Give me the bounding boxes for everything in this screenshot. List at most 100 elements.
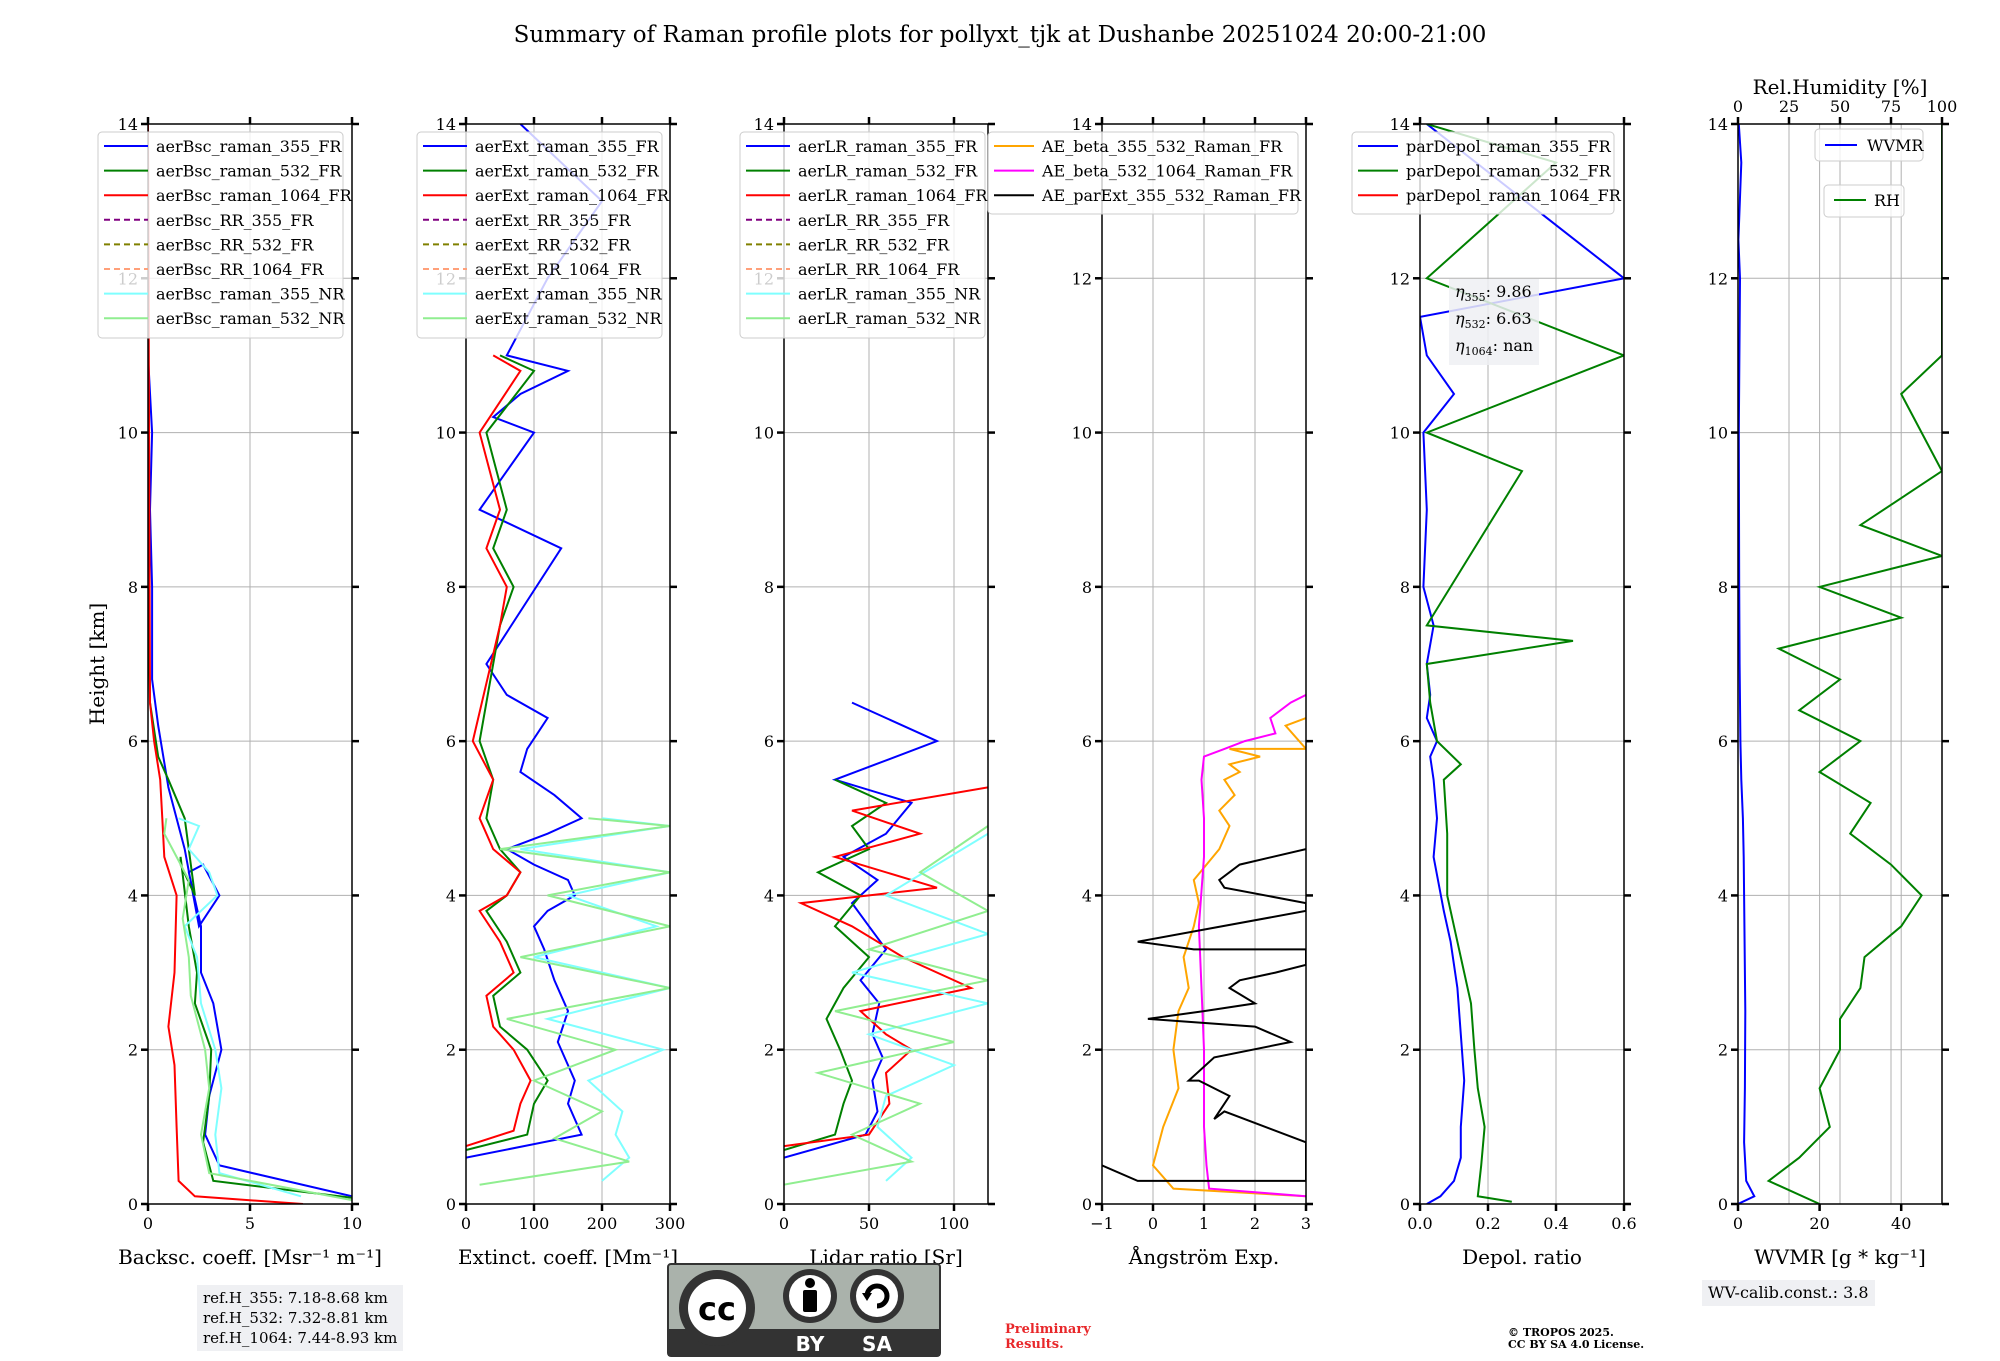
legend-label: aerExt_RR_1064_FR [475, 260, 642, 279]
x2-tick-label: 25 [1779, 97, 1799, 116]
y-tick-label: 10 [1708, 424, 1728, 443]
y-tick-label: 10 [118, 424, 138, 443]
series-line-aerLR_raman_1064_FR [784, 786, 988, 1148]
copyright-note: © TROPOS 2025. CC BY SA 4.0 License. [1508, 1326, 1645, 1351]
reference-heights-box: ref.H_355: 7.18-8.68 km ref.H_532: 7.32-… [197, 1285, 404, 1351]
legend-label: aerBsc_raman_355_FR [156, 137, 342, 156]
legend-label: aerExt_raman_355_FR [475, 137, 660, 156]
legend-label: aerBsc_RR_532_FR [156, 235, 314, 254]
ref-height-532: ref.H_532: 7.32-8.81 km [203, 1309, 388, 1327]
y-tick-label: 4 [764, 886, 774, 905]
legend-label: aerLR_raman_355_FR [798, 137, 978, 156]
legend-label: WVMR [1867, 136, 1924, 155]
y-tick-label: 10 [1390, 424, 1410, 443]
series-line-aerLR_raman_355_FR [784, 701, 940, 1159]
x-tick-label: 3 [1301, 1214, 1311, 1233]
series-group [148, 124, 352, 1204]
legend: aerLR_raman_355_FR aerLR_raman_532_FR aerL… [739, 131, 988, 339]
y-tick-label: 10 [436, 424, 456, 443]
x2-tick-label: 50 [1830, 97, 1850, 116]
legend-label: aerExt_RR_532_FR [475, 235, 632, 254]
x-tick-label: 0.6 [1611, 1214, 1636, 1233]
series-line-parDepol_raman_355_FR [1420, 124, 1624, 1204]
x-tick-label: 100 [519, 1214, 550, 1233]
series-group [1420, 124, 1624, 1204]
series-line-aerExt_raman_1064_FR [466, 354, 532, 1148]
legend-label: aerBsc_RR_355_FR [156, 211, 314, 230]
figure-title: Summary of Raman profile plots for polly… [513, 22, 1487, 48]
y-tick-label: 4 [128, 886, 138, 905]
y-tick-label: 14 [118, 115, 138, 134]
y-tick-label: 12 [1708, 269, 1728, 288]
y-tick-label: 0 [1400, 1195, 1410, 1214]
x-axis-label: Extinct. coeff. [Mm⁻¹] [458, 1245, 678, 1269]
axes-frame [783, 123, 989, 1205]
cc-icon: cc [679, 1270, 755, 1346]
x-tick-label: 1 [1199, 1214, 1209, 1233]
legend-frame [416, 131, 663, 339]
y-tick-label: 6 [1718, 732, 1728, 751]
svg-text:cc: cc [698, 1290, 736, 1328]
chart-panel-backscatter: 024681012140510Backsc. coeff. [Msr⁻¹ m⁻¹… [97, 115, 382, 1269]
series-line-aerBsc_raman_532_NR [163, 818, 352, 1202]
legend-label: aerBsc_raman_532_NR [156, 309, 345, 328]
legend-label: RH [1874, 191, 1900, 210]
eta-532-value: 6.63 [1496, 309, 1532, 329]
y-tick-label: 0 [1082, 1195, 1092, 1214]
x-tick-label: −1 [1090, 1214, 1114, 1233]
legend-label: AE_parExt_355_532_Raman_FR [1041, 186, 1302, 205]
y-tick-label: 2 [1718, 1041, 1728, 1060]
legend-label: aerBsc_RR_1064_FR [156, 260, 325, 279]
legend-label: AE_beta_355_532_Raman_FR [1041, 137, 1283, 156]
x-tick-label: 2 [1250, 1214, 1260, 1233]
x-tick-label: 0.4 [1543, 1214, 1568, 1233]
legend-frame [987, 131, 1299, 215]
series-line-aerExt_raman_532_NR [479, 817, 670, 1186]
y-tick-label: 8 [128, 578, 138, 597]
legend-label: parDepol_raman_1064_FR [1406, 186, 1622, 205]
y-tick-label: 8 [446, 578, 456, 597]
series-line-aerBsc_raman_355_NR [178, 817, 302, 1198]
x-axis-label: Backsc. coeff. [Msr⁻¹ m⁻¹] [118, 1245, 382, 1269]
legend-label: aerLR_RR_532_FR [798, 235, 950, 254]
legend-label: aerLR_raman_532_FR [798, 162, 978, 181]
chart-panel-extinction: 024681012140100200300Extinct. coeff. [Mm… [416, 115, 685, 1269]
legend: AE_beta_355_532_Raman_FR AE_beta_532_1064… [987, 131, 1302, 215]
y-tick-label: 6 [1400, 732, 1410, 751]
y-tick-label: 6 [446, 732, 456, 751]
y-tick-label: 10 [754, 424, 774, 443]
legend-label: parDepol_raman_355_FR [1406, 137, 1612, 156]
legend-label: aerLR_RR_355_FR [798, 211, 950, 230]
y-tick-label: 4 [1718, 886, 1728, 905]
legend-label: aerExt_raman_532_NR [475, 309, 663, 328]
x-tick-label: 10 [342, 1214, 362, 1233]
x-tick-label: 0 [779, 1214, 789, 1233]
series-line-aerBsc_raman_1064_FR [148, 124, 304, 1204]
y-tick-label: 14 [1390, 115, 1410, 134]
x-tick-label: 0 [1148, 1214, 1158, 1233]
legend: aerBsc_raman_355_FR aerBsc_raman_532_FRae… [97, 131, 353, 339]
eta-1064-value: nan [1503, 336, 1534, 356]
legend-label: aerExt_raman_1064_FR [475, 186, 670, 205]
legend-label: aerLR_raman_532_NR [798, 309, 981, 328]
y-tick-label: 14 [754, 115, 774, 134]
legend-label: aerExt_raman_355_NR [475, 285, 663, 304]
y-tick-label: 14 [436, 115, 456, 134]
y-tick-label: 8 [1718, 578, 1728, 597]
ref-height-355: ref.H_355: 7.18-8.68 km [203, 1289, 388, 1307]
series-line-aerLR_raman_532_FR [784, 778, 889, 1151]
y-tick-label: 0 [128, 1195, 138, 1214]
chart-panel-lidar_ratio: 02468101214050100Lidar ratio [Sr]aerLR_r… [739, 115, 995, 1269]
y-tick-label: 0 [764, 1195, 774, 1214]
y-tick-label: 6 [764, 732, 774, 751]
series-line-aerExt_raman_355_NR [520, 817, 670, 1182]
series-line-RH [1766, 124, 1942, 1204]
y-tick-label: 4 [1400, 886, 1410, 905]
y-tick-label: 14 [1072, 115, 1092, 134]
legend-frame [1351, 131, 1615, 215]
legend-label: aerLR_raman_1064_FR [798, 186, 988, 205]
sa-share-alike-icon [850, 1269, 904, 1323]
legend: WVMR RH [1814, 128, 1924, 218]
series-line-AE_beta_532_1064_Raman_FR [1197, 694, 1306, 1198]
legend: aerExt_raman_355_FR aerExt_raman_532_FRae… [416, 131, 670, 339]
